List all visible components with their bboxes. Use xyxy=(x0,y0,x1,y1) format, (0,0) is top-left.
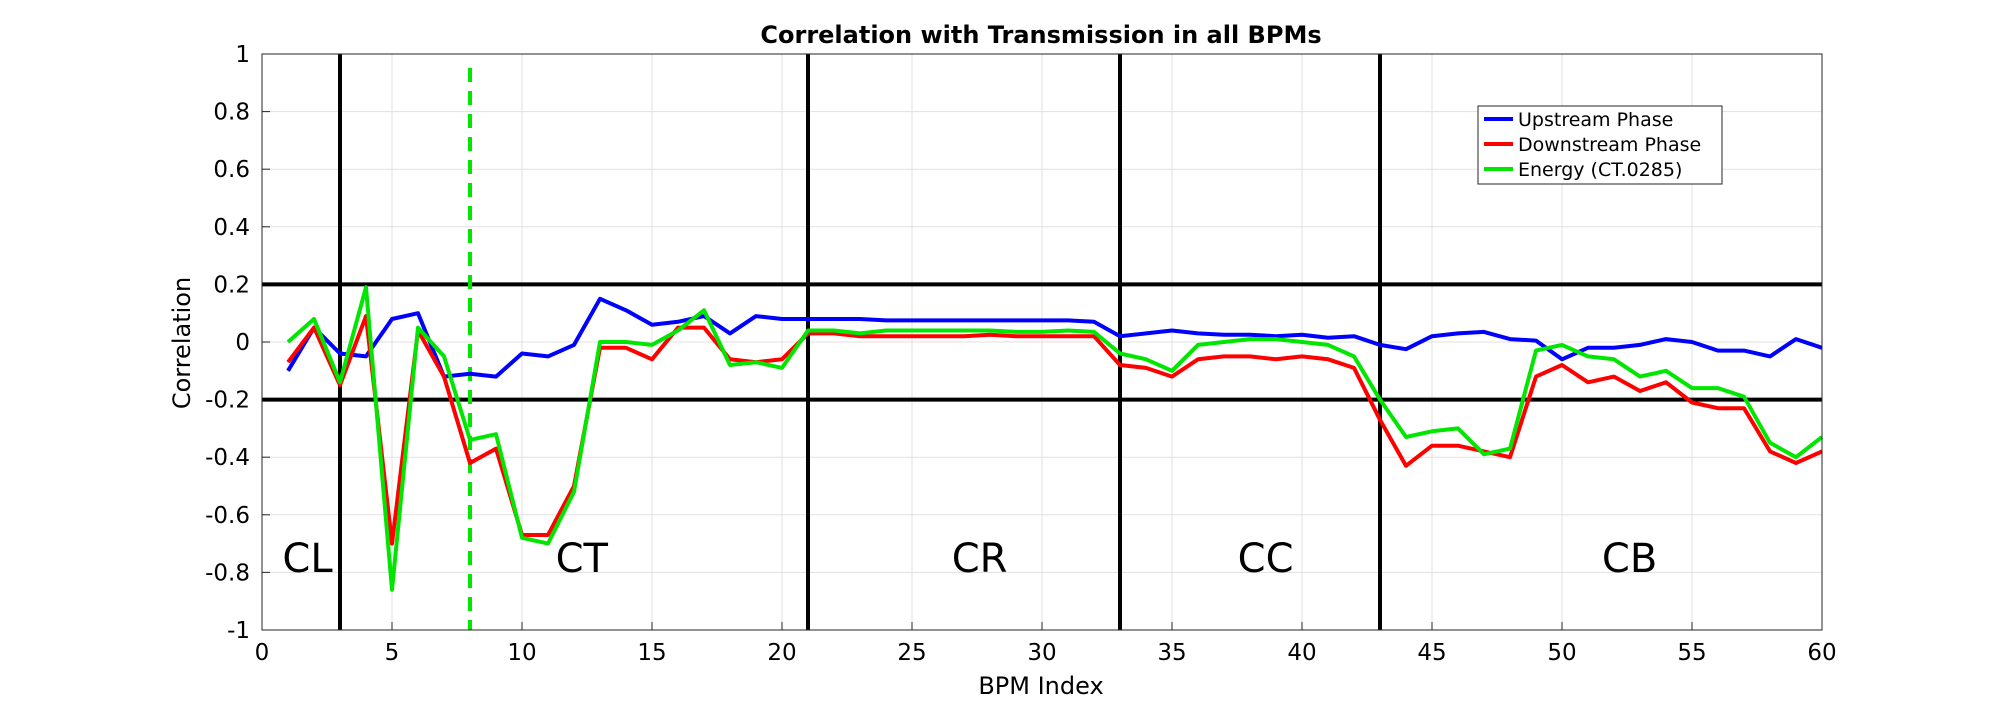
chart-title: Correlation with Transmission in all BPM… xyxy=(760,21,1321,49)
region-label: CR xyxy=(952,536,1008,582)
x-axis-label: BPM Index xyxy=(978,672,1103,700)
region-label: CL xyxy=(282,536,333,582)
series-line-1 xyxy=(286,296,1823,379)
x-tick-label: 5 xyxy=(385,640,400,666)
x-tick-label: 30 xyxy=(1027,640,1056,666)
series-line-2 xyxy=(286,314,1823,546)
x-tick-label: 20 xyxy=(767,640,796,666)
y-tick-label: -1 xyxy=(227,618,250,644)
tick-labels: 0 5 10 15 20 25 30 35 40 45 50 55 60 1 0.8 0.6 0.4 0.2 0 -0… xyxy=(205,42,1837,666)
x-tick-label: 40 xyxy=(1287,640,1316,666)
x-tick-label: 35 xyxy=(1157,640,1186,666)
y-tick-label: 0.4 xyxy=(213,215,250,241)
region-label: CT xyxy=(556,536,609,582)
y-tick-label: 0.6 xyxy=(213,157,250,183)
x-tick-label: 25 xyxy=(897,640,926,666)
region-label: CC xyxy=(1238,536,1294,582)
y-tick-label: -0.6 xyxy=(205,503,250,529)
plot-frame xyxy=(261,53,1823,631)
reference-lines xyxy=(262,54,1822,630)
y-tick-label: 0.2 xyxy=(213,272,250,298)
legend-label-downstream: Downstream Phase xyxy=(1518,134,1701,156)
y-tick-label: 0 xyxy=(235,330,250,356)
x-tick-label: 55 xyxy=(1677,640,1706,666)
x-tick-label: 0 xyxy=(255,640,270,666)
series-line-3 xyxy=(286,285,1824,592)
x-tick-label: 50 xyxy=(1547,640,1576,666)
x-tick-label: 45 xyxy=(1417,640,1446,666)
y-tick-label: 0.8 xyxy=(213,100,250,126)
y-tick-label: -0.2 xyxy=(205,388,250,414)
legend: Upstream Phase Downstream Phase Energy (… xyxy=(1477,105,1723,185)
legend-label-upstream: Upstream Phase xyxy=(1518,109,1673,131)
y-axis-label: Correlation xyxy=(168,277,196,409)
y-tick-label: -0.4 xyxy=(205,445,250,471)
x-tick-label: 60 xyxy=(1807,640,1836,666)
series-layer xyxy=(286,285,1824,592)
x-tick-label: 10 xyxy=(507,640,536,666)
y-tick-label: -0.8 xyxy=(205,560,250,586)
x-tick-label: 15 xyxy=(637,640,666,666)
region-label: CB xyxy=(1602,536,1657,582)
y-tick-label: 1 xyxy=(235,42,250,68)
legend-box xyxy=(1477,105,1723,185)
region-annotations: CL CT CR CC CB xyxy=(282,536,1657,582)
legend-label-energy: Energy (CT.0285) xyxy=(1518,159,1682,181)
